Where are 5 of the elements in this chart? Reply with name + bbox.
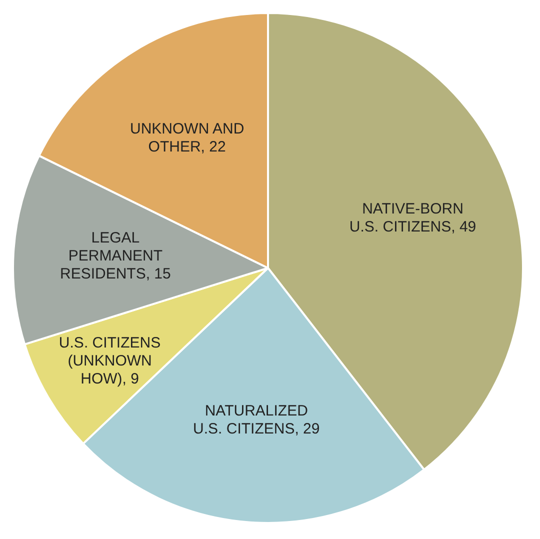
slice-label: NATURALIZED U.S. CITIZENS, 29 xyxy=(193,402,320,438)
slice-label: UNKNOWN AND OTHER, 22 xyxy=(130,120,244,156)
slice-label: NATIVE-BORN U.S. CITIZENS, 49 xyxy=(349,200,476,236)
slice-label: LEGAL PERMANENT RESIDENTS, 15 xyxy=(60,230,171,283)
slice-label: U.S. CITIZENS (UNKNOWN HOW), 9 xyxy=(58,334,161,388)
